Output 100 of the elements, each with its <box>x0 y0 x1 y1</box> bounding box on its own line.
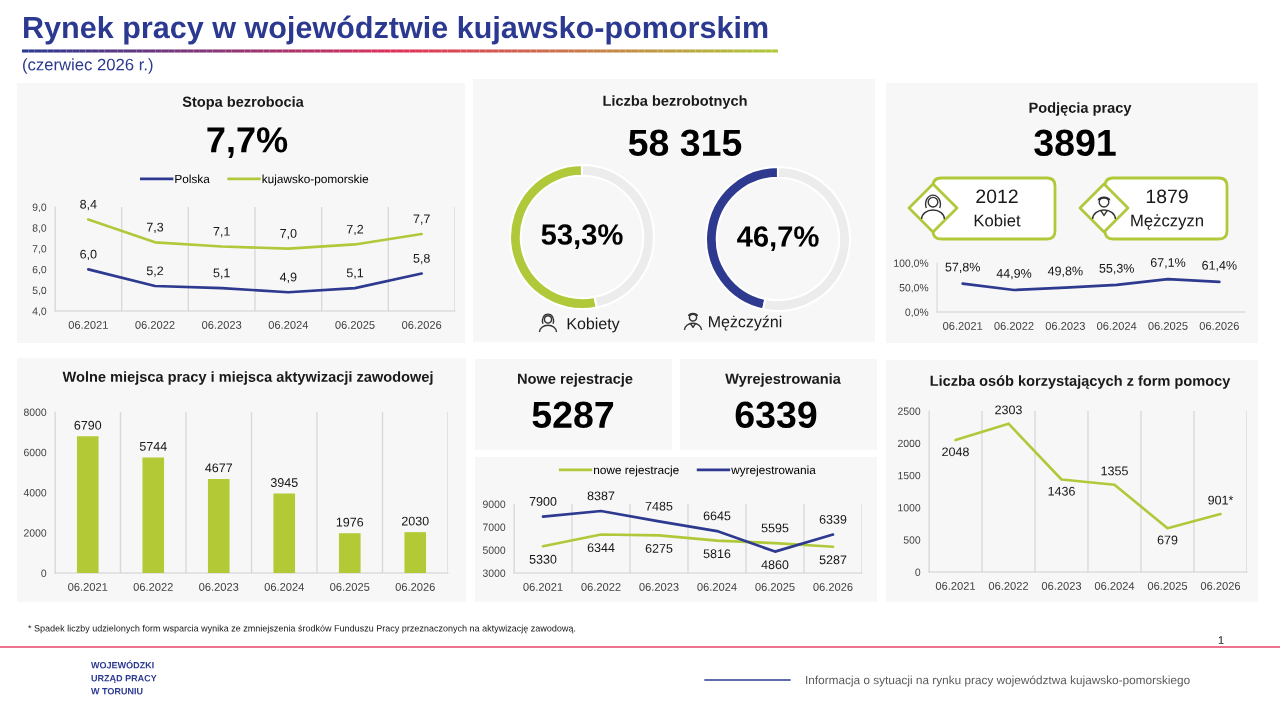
y-tick-label: 50,0% <box>899 284 929 293</box>
data-label: 7900 <box>529 496 557 506</box>
data-label: 6,0 <box>80 249 97 261</box>
text: URZĄD PRACY <box>91 675 157 684</box>
data-label: 2030 <box>401 516 429 526</box>
text: Informacja o sytuacji na rynku pracy województwa kujawsko-pomorskiego <box>806 675 1190 687</box>
data-label: 7,0 <box>280 228 297 240</box>
x-tick-label: 06.2021 <box>523 583 563 591</box>
x-tick-label: 06.2025 <box>335 321 375 329</box>
x-tick-label: 06.2021 <box>68 321 108 329</box>
x-tick-label: 06.2026 <box>1199 322 1239 330</box>
data-label: 7,2 <box>346 224 364 236</box>
chart-title: Stopa bezrobocia <box>182 96 304 110</box>
data-label: 44,9% <box>996 268 1032 280</box>
x-tick-label: 06.2021 <box>935 582 976 590</box>
chart-subtitle: 7,7% <box>207 127 288 158</box>
y-tick-label: 3000 <box>482 569 506 577</box>
y-tick-label: 8000 <box>23 408 47 416</box>
y-tick-label: 5000 <box>482 546 506 554</box>
text: 5287 <box>532 401 614 429</box>
text: Wyrejestrowania <box>725 373 841 387</box>
y-tick-label: 100,0% <box>894 259 929 269</box>
text: 2012 <box>976 189 1018 204</box>
x-tick-label: 06.2023 <box>199 583 239 591</box>
y-tick-label: 0,0% <box>905 308 929 318</box>
data-label: 7485 <box>645 501 673 511</box>
data-label: 8,4 <box>80 199 97 211</box>
x-tick-label: 06.2026 <box>813 583 853 591</box>
y-tick-label: 9,0 <box>32 203 47 213</box>
data-label: 5,2 <box>146 266 164 277</box>
data-label: 67,1% <box>1150 258 1186 269</box>
text: (czerwiec 2026 r.) <box>23 58 153 74</box>
data-label: 1355 <box>1101 466 1128 476</box>
x-tick-label: 06.2022 <box>581 583 621 591</box>
data-label: 6339 <box>819 514 847 524</box>
x-tick-label: 06.2024 <box>264 583 305 591</box>
x-tick-label: 06.2024 <box>1094 582 1135 590</box>
x-tick-label: 06.2023 <box>202 321 242 329</box>
data-label: 1976 <box>336 517 364 527</box>
data-label: 5,1 <box>346 268 364 279</box>
data-label: 57,8% <box>945 262 980 273</box>
data-label: 61,4% <box>1202 260 1237 272</box>
x-tick-label: 06.2024 <box>268 321 309 329</box>
y-tick-label: 0 <box>915 568 921 576</box>
data-label: 5816 <box>703 549 731 559</box>
y-tick-label: 4,0 <box>32 307 47 317</box>
data-label: 4,9 <box>279 272 297 283</box>
text: WOJEWÓDZKI <box>91 660 154 669</box>
data-label: 2303 <box>995 405 1022 415</box>
x-tick-label: 06.2026 <box>1200 582 1241 590</box>
x-tick-label: 06.2025 <box>1147 582 1188 590</box>
data-label: 5287 <box>819 555 847 565</box>
data-label: 7,7 <box>413 214 430 225</box>
bar <box>404 532 427 573</box>
data-label: 5595 <box>761 523 789 533</box>
text: 6339 <box>735 401 817 429</box>
x-tick-label: 06.2023 <box>1041 582 1082 590</box>
x-tick-label: 06.2021 <box>943 322 983 330</box>
y-tick-label: 0 <box>41 569 47 577</box>
y-tick-label: 2000 <box>24 529 47 537</box>
line-series <box>87 268 423 294</box>
bar <box>273 493 296 573</box>
data-label: 6344 <box>587 543 615 553</box>
data-label: 8387 <box>587 491 615 501</box>
legend-label: wyrejestrowania <box>731 465 816 477</box>
data-label: 5744 <box>139 442 167 451</box>
data-label: 53,3% <box>541 224 623 250</box>
x-tick-label: 06.2021 <box>68 583 108 591</box>
x-tick-label: 06.2026 <box>402 321 442 329</box>
data-label: 55,3% <box>1099 263 1134 275</box>
y-tick-label: 7,0 <box>32 245 47 254</box>
x-tick-label: 06.2025 <box>755 583 795 591</box>
x-tick-label: 06.2025 <box>330 583 370 591</box>
data-label: 6790 <box>74 420 102 430</box>
data-label: 2048 <box>942 447 969 457</box>
bar <box>207 478 230 573</box>
x-tick-label: 06.2023 <box>1045 322 1085 330</box>
data-label: 5330 <box>529 554 557 564</box>
y-tick-label: 1000 <box>898 504 921 512</box>
y-tick-label: 8,0 <box>32 224 47 233</box>
y-tick-label: 500 <box>903 536 921 544</box>
y-tick-label: 5,0 <box>32 286 47 296</box>
data-label: 7,3 <box>146 222 164 234</box>
data-label: 901* <box>1208 495 1234 505</box>
y-tick-label: 2000 <box>898 439 921 448</box>
data-label: 4860 <box>761 560 789 570</box>
chart-title: Liczba osób korzystających z form pomocy <box>930 375 1231 389</box>
text: Mężczyzn <box>1131 214 1203 230</box>
text: Kobiet <box>974 214 1021 227</box>
text: 1 <box>1218 636 1224 644</box>
data-label: 49,8% <box>1047 266 1083 277</box>
data-label: 679 <box>1157 535 1178 545</box>
x-tick-label: 06.2024 <box>1097 322 1137 330</box>
chart-title: Wolne miejsca pracy i miejsca aktywizacji zawodowej <box>62 371 433 385</box>
text: 58 315 <box>628 129 742 157</box>
data-label: 4677 <box>205 463 233 473</box>
x-tick-label: 06.2024 <box>697 583 737 591</box>
y-tick-label: 4000 <box>23 489 47 497</box>
legend-label: Polska <box>175 174 210 184</box>
text: W TORUNIU <box>91 688 143 695</box>
